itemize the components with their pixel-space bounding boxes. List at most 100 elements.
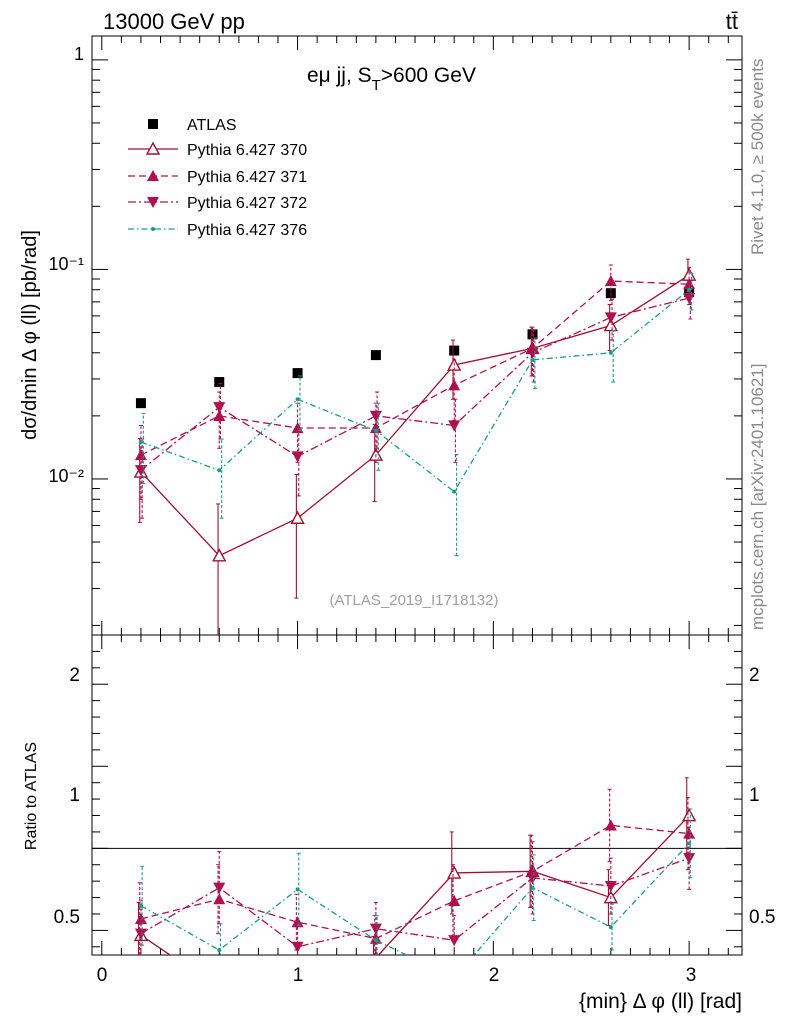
ratio-point-pythia-6-427-376	[373, 938, 378, 943]
chart-title: eμ jj, ST>600 GeV	[307, 64, 476, 94]
ratio-ytick-label-left-0.5: 0.5	[54, 907, 80, 928]
main-ytick-label-1: 1	[74, 44, 84, 64]
axis-ticks	[92, 36, 742, 955]
ratio-series-line-pythia-6-427-372	[140, 857, 690, 948]
ratio-ytick-label-right-0.5: 0.5	[749, 907, 775, 928]
mcplots-label: mcplots.cern.ch [arXiv:2401.10621]	[748, 364, 767, 630]
process-label: tt̄	[726, 9, 738, 34]
main-point-pythia-6-427-372	[604, 312, 617, 324]
ratio-point-pythia-6-427-372	[369, 923, 382, 935]
main-point-pythia-6-427-371	[369, 422, 382, 434]
ratio-point-pythia-6-427-372	[526, 872, 539, 884]
legend-marker-371	[147, 170, 159, 181]
main-point-pythia-6-427-376	[452, 489, 457, 494]
ratio-point-pythia-6-427-372	[213, 882, 226, 894]
main-series-line-pythia-6-427-372	[140, 297, 690, 471]
xtick-label-3: 3	[686, 965, 697, 986]
legend-label-atlas: ATLAS	[187, 117, 237, 134]
legend-marker-atlas	[148, 119, 158, 129]
main-ytick-label-1e-2: 10⁻²	[48, 466, 84, 486]
ratio-series-layer	[133, 777, 697, 993]
legend: ATLAS Pythia 6.427 370 Pythia 6.427 371 …	[128, 117, 307, 239]
x-axis-label: {min} Δ φ (ll) [rad]	[579, 990, 742, 1013]
main-point-pythia-6-427-372	[369, 410, 382, 422]
main-point-atlas	[449, 345, 460, 356]
main-series-line-pythia-6-427-371	[140, 280, 690, 456]
main-point-pythia-6-427-370	[290, 510, 305, 524]
main-point-atlas	[135, 398, 146, 409]
ratio-point-pythia-6-427-376	[608, 925, 613, 930]
ratio-series-line-pythia-6-427-371	[140, 824, 690, 940]
ratio-point-pythia-6-427-371	[291, 916, 304, 928]
rivet-label: Rivet 4.1.0, ≥ 500k events	[748, 59, 767, 255]
ratio-point-pythia-6-427-372	[448, 935, 461, 947]
ratio-ytick-label-right-2: 2	[749, 665, 760, 686]
ratio-series-line-pythia-6-427-370	[140, 815, 690, 955]
ratio-ylabel: Ratio to ATLAS	[23, 742, 40, 850]
ratio-point-pythia-6-427-371	[604, 819, 617, 831]
main-point-pythia-6-427-376	[295, 397, 300, 402]
main-point-pythia-6-427-370	[212, 548, 227, 562]
legend-label-370: Pythia 6.427 370	[187, 142, 307, 159]
xtick-label-1: 1	[293, 965, 304, 986]
ratio-point-pythia-6-427-372	[604, 880, 617, 893]
ratio-point-pythia-6-427-372	[683, 853, 696, 865]
main-point-pythia-6-427-376	[530, 357, 535, 362]
ratio-point-pythia-6-427-376	[530, 885, 535, 890]
chart-title-sub: T	[372, 77, 381, 94]
ratio-point-pythia-6-427-372	[291, 941, 304, 953]
ratio-point-pythia-6-427-371	[134, 912, 147, 924]
main-ylabel: dσ/dmin Δ φ (ll) [pb/rad]	[19, 230, 41, 440]
legend-marker-370	[145, 141, 161, 155]
main-ytick-label-1e-1: 10⁻¹	[48, 254, 84, 274]
xtick-label-2: 2	[489, 965, 500, 986]
main-point-pythia-6-427-372	[526, 347, 539, 359]
ratio-point-pythia-6-427-376	[452, 976, 456, 980]
ratio-point-pythia-6-427-370	[447, 865, 462, 879]
xtick-label-0: 0	[97, 965, 108, 986]
legend-marker-372	[147, 197, 159, 208]
chart-title-tail: >600 GeV	[381, 64, 476, 87]
legend-label-376: Pythia 6.427 376	[187, 222, 307, 239]
main-point-pythia-6-427-371	[683, 278, 696, 290]
ratio-point-pythia-6-427-370	[681, 808, 697, 822]
main-point-pythia-6-427-372	[448, 420, 461, 432]
main-point-pythia-6-427-376	[687, 287, 692, 292]
legend-label-371: Pythia 6.427 371	[187, 169, 307, 186]
main-series-layer	[133, 258, 697, 635]
ratio-point-pythia-6-427-376	[687, 841, 692, 846]
main-point-pythia-6-427-372	[683, 292, 696, 305]
ratio-point-pythia-6-427-376	[217, 948, 222, 953]
main-point-atlas	[370, 350, 381, 361]
main-point-pythia-6-427-371	[604, 275, 617, 287]
ratio-point-pythia-6-427-376	[138, 903, 143, 908]
main-point-pythia-6-427-372	[213, 402, 226, 414]
main-point-pythia-6-427-376	[373, 428, 378, 433]
main-point-pythia-6-427-370	[603, 318, 618, 332]
main-point-pythia-6-427-372	[291, 451, 304, 463]
ratio-point-pythia-6-427-372	[134, 928, 147, 940]
analysis-label: (ATLAS_2019_I1718132)	[329, 592, 498, 609]
chart-title-main: eμ jj, S	[307, 64, 372, 87]
ratio-ytick-label-left-1: 1	[69, 785, 80, 806]
main-point-atlas	[214, 377, 225, 388]
ratio-ytick-label-left-2: 2	[69, 665, 80, 686]
main-series-line-pythia-6-427-376	[140, 289, 690, 493]
main-point-pythia-6-427-376	[217, 468, 222, 473]
legend-label-372: Pythia 6.427 372	[187, 195, 307, 212]
ratio-point-pythia-6-427-370	[213, 982, 225, 993]
ratio-series-line-pythia-6-427-376	[140, 842, 690, 955]
main-point-pythia-6-427-376	[138, 440, 143, 445]
ratio-point-pythia-6-427-371	[448, 894, 461, 906]
ratio-point-pythia-6-427-376	[295, 887, 300, 892]
main-point-pythia-6-427-371	[213, 409, 226, 421]
main-point-pythia-6-427-372	[134, 465, 147, 477]
main-point-pythia-6-427-371	[448, 379, 461, 391]
main-point-pythia-6-427-376	[608, 350, 613, 355]
energy-label: 13000 GeV pp	[103, 9, 245, 34]
main-point-pythia-6-427-371	[134, 449, 147, 461]
ratio-ytick-label-right-1: 1	[749, 785, 760, 806]
legend-marker-376	[151, 227, 155, 231]
ratio-panel-frame	[91, 634, 743, 956]
